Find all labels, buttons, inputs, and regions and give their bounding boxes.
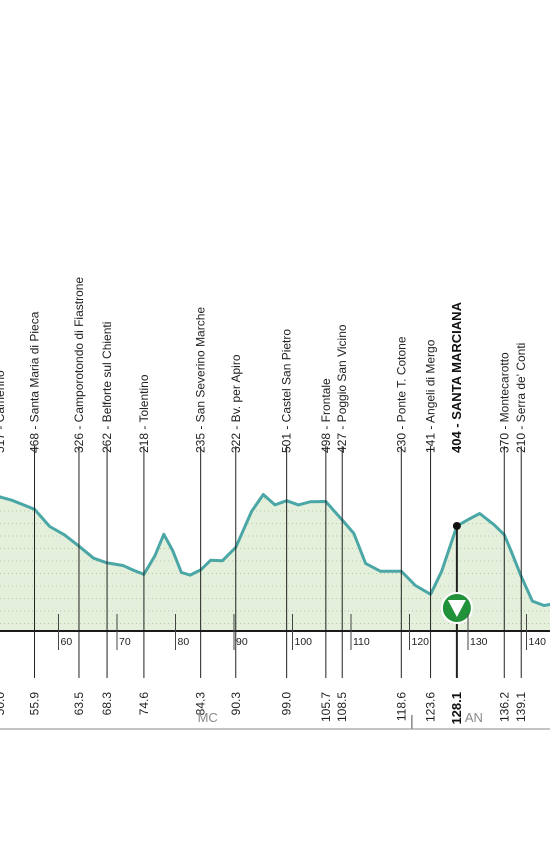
waypoint-km-label: 123.6 bbox=[424, 692, 438, 722]
x-tick-label: 140 bbox=[529, 636, 547, 648]
profile-fill bbox=[0, 494, 550, 631]
waypoint-label: 326 - Camporotondo di Fiastrone bbox=[72, 277, 86, 453]
waypoint-km-label: 68.3 bbox=[100, 692, 114, 716]
finish-marker-arrow-icon bbox=[447, 600, 466, 617]
plot-area: 468 - Santa Maria di Pieca 55.9 326 - Camp… bbox=[0, 277, 550, 730]
waypoint-km-label: 55.9 bbox=[28, 692, 42, 716]
province-label: MC bbox=[198, 710, 218, 725]
waypoint-label: 501 - Castel San Pietro bbox=[280, 329, 294, 453]
waypoint-km-label: 108.5 bbox=[335, 692, 349, 722]
x-tick-label: 90 bbox=[236, 636, 248, 648]
waypoint-label: 427 - Poggio San Vicino bbox=[335, 324, 349, 453]
waypoint-km-label: 84.3 bbox=[194, 692, 208, 716]
waypoint-label-partial: 517 - Camerino bbox=[0, 370, 7, 453]
waypoint-label: 498 - Frontale bbox=[319, 378, 333, 453]
waypoint-km-label: 74.6 bbox=[137, 692, 151, 716]
waypoint-label: 322 - Bv. per Apiro bbox=[229, 354, 243, 453]
waypoint-km-label: 128.1 bbox=[449, 692, 464, 725]
x-tick-label: 100 bbox=[295, 636, 313, 648]
province-label: AN bbox=[465, 710, 483, 725]
waypoint-label: 262 - Belforte sul Chienti bbox=[100, 322, 114, 453]
waypoint-km-label: 105.7 bbox=[319, 692, 333, 722]
x-tick-label: 80 bbox=[178, 636, 190, 648]
x-tick-label: 60 bbox=[61, 636, 73, 648]
waypoint-label: 468 - Santa Maria di Pieca bbox=[28, 311, 42, 453]
waypoint-km-label: 90.3 bbox=[229, 692, 243, 716]
waypoint-label: 404 - SANTA MARCIANA bbox=[449, 301, 464, 453]
finish-point-dot bbox=[452, 521, 461, 530]
waypoint-label: 230 - Ponte T. Cotone bbox=[394, 336, 408, 453]
waypoint-label: 210 - Serra de' Conti bbox=[514, 343, 528, 453]
waypoint-km-label: 63.5 bbox=[72, 692, 86, 716]
waypoint-km-label: 139.1 bbox=[514, 692, 528, 722]
waypoint-label: 235 - San Severino Marche bbox=[194, 307, 208, 453]
x-tick-label: 120 bbox=[412, 636, 430, 648]
x-tick-label: 110 bbox=[353, 636, 370, 648]
waypoint-km-label: 136.2 bbox=[497, 692, 511, 722]
waypoint-label: 141 - Angeli di Mergo bbox=[424, 339, 438, 453]
waypoint-label: 370 - Montecarotto bbox=[497, 352, 511, 453]
waypoint-km-label: 118.6 bbox=[394, 692, 408, 721]
x-tick-label: 130 bbox=[470, 636, 488, 648]
profile-line bbox=[0, 493, 550, 607]
waypoint-km-label: 99.0 bbox=[280, 692, 294, 716]
waypoint-km-label-partial: 50.0 bbox=[0, 692, 7, 716]
waypoint-label: 218 - Tolentino bbox=[137, 374, 151, 453]
x-tick-label: 70 bbox=[119, 636, 131, 648]
